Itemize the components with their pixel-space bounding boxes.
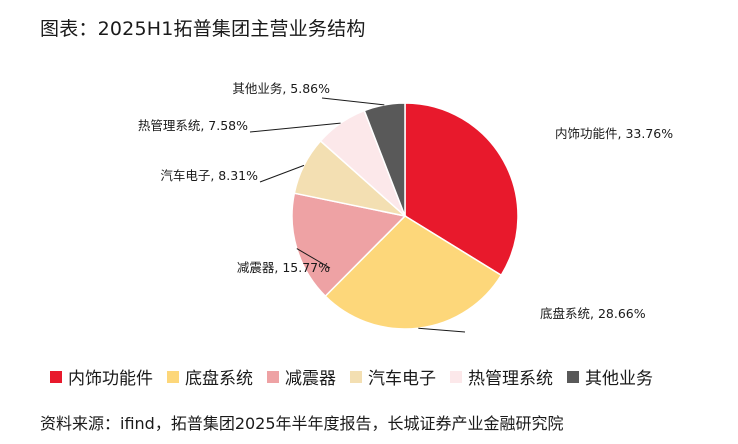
legend-item-3: 减震器 [267, 364, 336, 389]
pie-slice-2 [324, 215, 503, 330]
slice-label-4: 汽车电子, 8.31% [160, 168, 258, 183]
leader-line-3 [296, 248, 331, 269]
chart-title: 图表：2025H1拓普集团主营业务结构 [40, 18, 366, 40]
source-note: 资料来源：ifind，拓普集团2025年半年度报告，长城证券产业金融研究院 [40, 414, 564, 433]
legend-swatch [50, 370, 62, 383]
legend-swatch [450, 370, 462, 383]
legend-swatch [350, 370, 362, 383]
legend-item-4: 汽车电子 [350, 364, 436, 389]
legend-label: 其他业务 [585, 369, 653, 389]
legend-swatch [567, 370, 579, 383]
leader-line-2 [418, 327, 466, 333]
legend-item-5: 热管理系统 [450, 364, 553, 389]
legend-label: 内饰功能件 [68, 369, 153, 389]
slice-label-1: 内饰功能件, 33.76% [555, 126, 673, 141]
slice-label-3: 减震器, 15.77% [237, 260, 330, 275]
pie-slice-1 [404, 102, 519, 277]
pie-slice-6 [363, 102, 406, 217]
legend-label: 汽车电子 [368, 369, 436, 389]
legend: 内饰功能件 底盘系统 减震器 汽车电子 热管理系统 其他业务 [50, 364, 653, 389]
legend-swatch [167, 370, 179, 383]
legend-swatch [267, 370, 279, 383]
leader-line-4 [259, 164, 305, 183]
legend-item-1: 内饰功能件 [50, 364, 153, 389]
legend-item-6: 其他业务 [567, 364, 653, 389]
leader-line-6 [321, 97, 385, 106]
slice-label-2: 底盘系统, 28.66% [540, 306, 646, 321]
legend-label: 减震器 [285, 369, 336, 389]
slice-label-5: 热管理系统, 7.58% [138, 118, 248, 133]
legend-label: 底盘系统 [185, 369, 253, 389]
pie-chart: 内饰功能件, 33.76% 底盘系统, 28.66% 减震器, 15.77% 汽车电子… [138, 81, 673, 333]
leader-line-5 [249, 122, 341, 133]
legend-label: 热管理系统 [468, 369, 553, 389]
legend-item-2: 底盘系统 [167, 364, 253, 389]
slice-label-6: 其他业务, 5.86% [232, 81, 330, 96]
